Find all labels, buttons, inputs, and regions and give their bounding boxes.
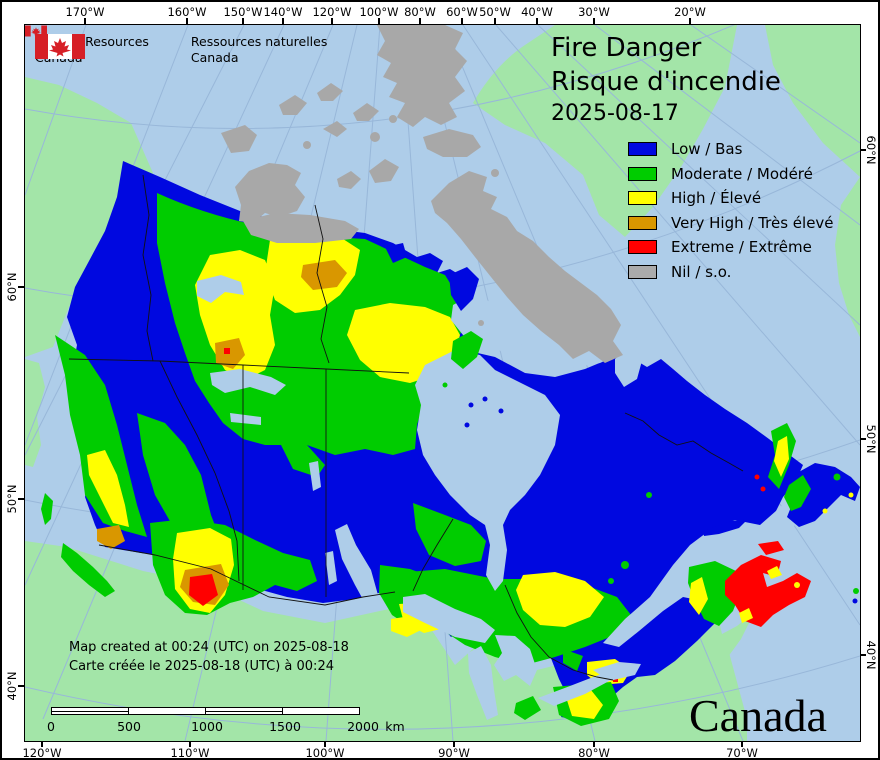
axis-label: 80°W [578,746,610,760]
axis-label: 40°W [521,5,553,19]
canada-flag-icon [35,34,85,59]
hudson-strait [491,335,637,369]
legend-label: High / Élevé [671,189,762,208]
axis-label: 110°W [170,746,210,760]
haida-gwaii [41,493,53,525]
lake-athabasca [230,413,261,425]
legend-row-low: Low / Bas [628,137,834,162]
axis-label: 40°N [5,671,19,701]
borders [68,174,744,681]
southampton-island [451,331,483,369]
great-bear-lake [197,275,244,303]
scale-bar-segments [51,707,363,715]
axis-label: 60°N [864,135,878,165]
ungava-bay [615,347,643,387]
legend-swatch-very-high [628,215,657,230]
vancouver-island [61,543,115,597]
great-slave-lake [210,369,286,395]
axis-label: 60°W [446,5,478,19]
lake-superior [403,594,495,643]
anticosti-island [703,519,748,536]
axis-label: 60°N [5,272,19,302]
baffin-island [431,171,623,363]
lake-ontario [593,662,641,681]
devon-island [423,129,481,157]
axis-label: 140°W [263,5,303,19]
axis-label: 120°W [312,5,352,19]
legend-row-very-high: Very High / Très élevé [628,211,834,236]
banks-island [221,125,257,153]
legend-row-high: High / Élevé [628,186,834,211]
axis-label: 20°W [674,5,706,19]
axis-label: 50°W [479,5,511,19]
title-en: Fire Danger [551,33,702,63]
legend-row-nil: Nil / s.o. [628,260,834,285]
legend-swatch-low [628,142,657,157]
legend-label: Low / Bas [671,140,743,159]
legend-label: Very High / Très élevé [671,213,834,232]
scale-bar-labels: 0 500 1000 1500 2000 km [47,719,405,734]
arctic-coast-nil [243,213,359,243]
lake-winnipeg [335,524,378,605]
axis-label: 100°W [305,746,345,760]
danger-zones [55,193,652,726]
fire-danger-raster [25,25,860,741]
legend-label: Extreme / Extrême [671,238,812,257]
legend-label: Moderate / Modéré [671,164,813,183]
government-signature: Natural ResourcesCanada Ressources natur… [35,34,327,66]
canada-wordmark: Canada [689,690,827,741]
legend-row-moderate: Moderate / Modéré [628,162,834,187]
axis-label: 50°N [864,424,878,454]
axis-label: 170°W [65,5,105,19]
lake-huron [494,635,537,686]
axis-label: 40°N [864,640,878,670]
creation-note: Map created at 00:24 (UTC) on 2025-08-18… [69,640,349,674]
scale-bar: 0 500 1000 1500 2000 km [47,707,405,735]
victoria-island [235,163,305,223]
legend-swatch-nil [628,264,657,279]
title-date: 2025-08-17 [551,101,679,126]
axis-label: 50°N [5,484,19,514]
map-title: Fire Danger Risque d'incendie 2025-08-17 [551,31,781,129]
melville-peninsula [449,267,479,311]
axis-label: 100°W [359,5,399,19]
hudson-bay [415,350,560,591]
axis-label: 150°W [223,5,263,19]
wordmark-flag-icon [25,25,47,37]
nova-scotia [725,555,811,627]
islands [41,25,860,627]
axis-label: 120°W [22,746,62,760]
legend-swatch-extreme [628,240,657,255]
axis-label: 30°W [578,5,610,19]
dept-name-fr: Ressources naturelles Canada [190,34,328,65]
map-canvas: Natural ResourcesCanada Ressources natur… [24,24,861,742]
legend-swatch-moderate [628,166,657,181]
axis-label: 90°W [438,746,470,760]
title-fr: Risque d'incendie [551,67,781,97]
axis-label: 70°W [726,746,758,760]
legend-label: Nil / s.o. [671,262,732,281]
lake-erie [538,674,611,706]
legend-row-extreme: Extreme / Extrême [628,235,834,260]
lake-michigan [468,646,498,720]
ellesmere-island [377,25,467,127]
legend-swatch-high [628,191,657,206]
legend: Low / Bas Moderate / Modéré High / Élevé… [628,137,834,284]
axis-label: 160°W [167,5,207,19]
pei [758,541,784,555]
axis-label: 80°W [404,5,436,19]
